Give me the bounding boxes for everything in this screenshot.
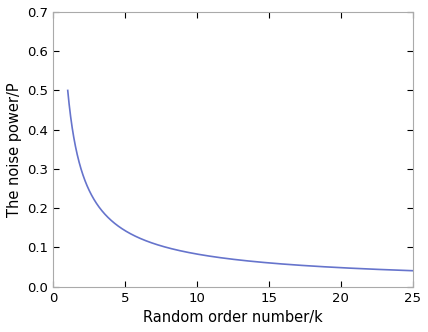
Y-axis label: The noise power/P: The noise power/P [7,82,22,216]
X-axis label: Random order number/k: Random order number/k [143,310,323,325]
